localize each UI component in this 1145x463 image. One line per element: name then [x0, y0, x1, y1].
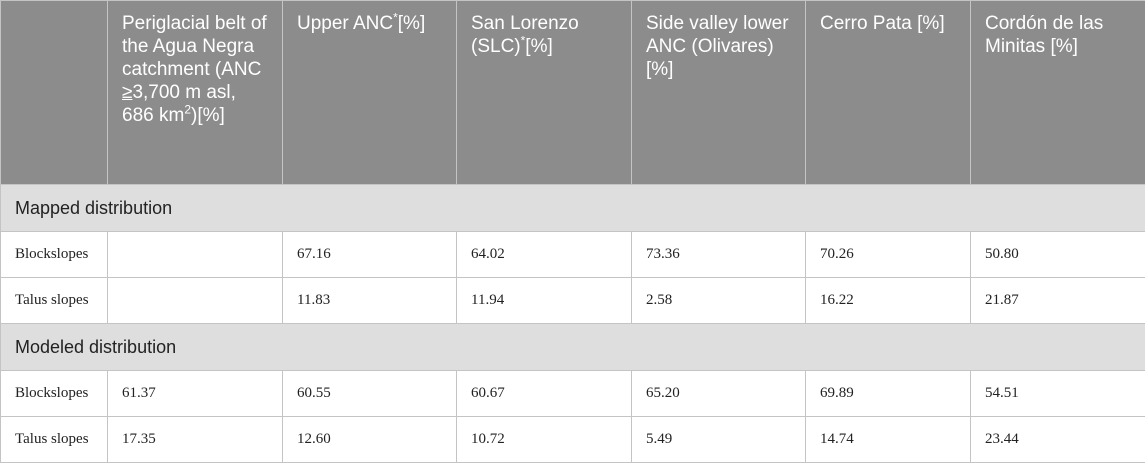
section-title: Mapped distribution: [1, 185, 1145, 232]
header-text: Cordón de las Minitas [%]: [985, 13, 1103, 57]
value-cell: 21.87: [971, 278, 1145, 324]
value-cell: 65.20: [632, 371, 806, 417]
header-cell: Cordón de las Minitas [%]: [971, 1, 1145, 185]
value-cell: 5.49: [632, 417, 806, 463]
value-cell: 54.51: [971, 371, 1145, 417]
value-cell: 11.83: [283, 278, 457, 324]
value-cell: 17.35: [108, 417, 283, 463]
value-cell: 60.55: [283, 371, 457, 417]
header-cell: Cerro Pata [%]: [806, 1, 971, 185]
header-text: [%]: [398, 13, 425, 34]
section-title: Modeled distribution: [1, 324, 1145, 371]
value-cell: 10.72: [457, 417, 632, 463]
header-cell: [1, 1, 108, 185]
row-label: Blockslopes: [1, 371, 108, 417]
header-cell: Side valley lower ANC (Olivares) [%]: [632, 1, 806, 185]
value-cell: 69.89: [806, 371, 971, 417]
value-cell: 12.60: [283, 417, 457, 463]
header-text: Cerro Pata [%]: [820, 13, 945, 34]
row-label: Blockslopes: [1, 232, 108, 278]
value-cell: 23.44: [971, 417, 1145, 463]
value-cell: 70.26: [806, 232, 971, 278]
header-text: ≥: [122, 82, 132, 103]
value-cell: 73.36: [632, 232, 806, 278]
row-label: Talus slopes: [1, 417, 108, 463]
value-cell: 60.67: [457, 371, 632, 417]
value-cell: 11.94: [457, 278, 632, 324]
value-cell: 64.02: [457, 232, 632, 278]
header-text: )[%]: [191, 105, 225, 126]
header-cell: Upper ANC*[%]: [283, 1, 457, 185]
empty-cell: [108, 232, 283, 278]
header-text: Upper ANC: [297, 13, 393, 34]
header-text: Periglacial belt of the Agua Negra catch…: [122, 13, 267, 80]
section-row: Mapped distribution: [1, 185, 1145, 232]
header-cell: San Lorenzo (SLC)*[%]: [457, 1, 632, 185]
value-cell: 14.74: [806, 417, 971, 463]
header-text: [%]: [525, 36, 552, 57]
header-text: 2: [184, 103, 191, 117]
section-row: Modeled distribution: [1, 324, 1145, 371]
header-row: Periglacial belt of the Agua Negra catch…: [1, 1, 1145, 185]
header-text: Side valley lower ANC (Olivares) [%]: [646, 13, 789, 80]
value-cell: 16.22: [806, 278, 971, 324]
value-cell: 50.80: [971, 232, 1145, 278]
value-cell: 61.37: [108, 371, 283, 417]
value-cell: 2.58: [632, 278, 806, 324]
value-cell: 67.16: [283, 232, 457, 278]
row-label: Talus slopes: [1, 278, 108, 324]
header-cell: Periglacial belt of the Agua Negra catch…: [108, 1, 283, 185]
empty-cell: [108, 278, 283, 324]
